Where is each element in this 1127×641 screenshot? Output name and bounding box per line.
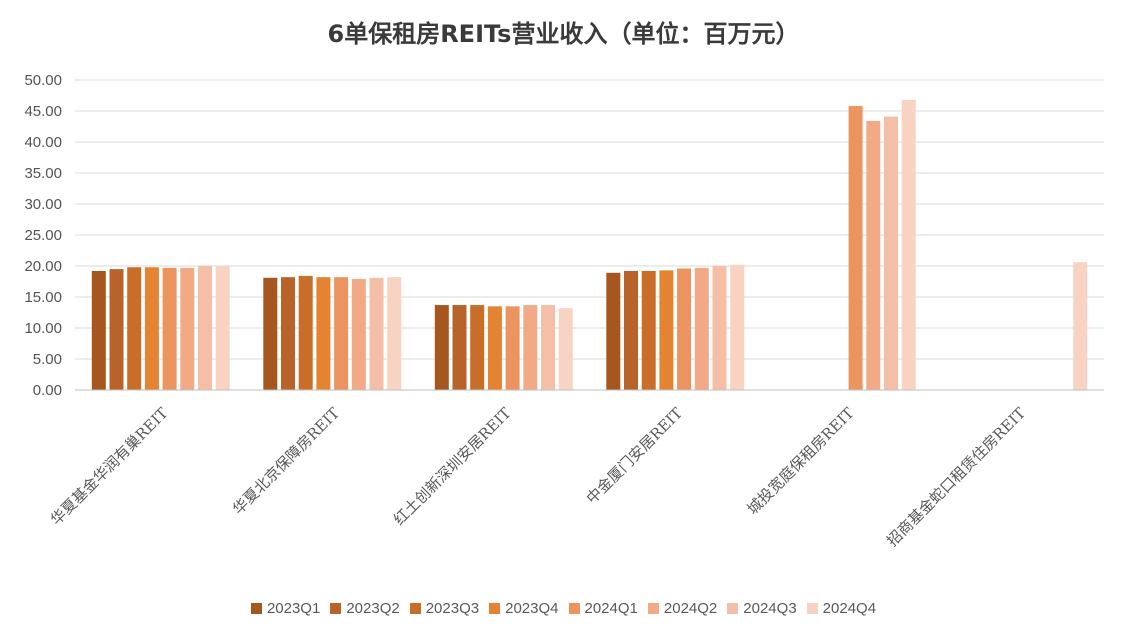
- y-tick-label: 5.00: [33, 351, 62, 368]
- bar-2024Q3-3: [712, 266, 727, 390]
- bar-2024Q3-4: [884, 116, 898, 390]
- legend-swatch: [489, 603, 501, 614]
- y-tick-label: 45.00: [24, 103, 62, 120]
- bar-2024Q1-2: [505, 306, 520, 390]
- bar-2023Q2-0: [109, 269, 124, 390]
- bar-2023Q4-0: [144, 267, 159, 390]
- legend-swatch: [568, 603, 580, 614]
- bar-2024Q4-3: [730, 264, 745, 390]
- legend-swatch: [250, 603, 262, 614]
- legend-label: 2023Q3: [425, 600, 480, 617]
- chart-title: 6单保租房REITs营业收入（单位：百万元）: [327, 20, 800, 48]
- legend-swatch: [727, 603, 739, 614]
- legend-label: 2024Q4: [822, 600, 877, 617]
- bar-2024Q1-4: [848, 106, 863, 390]
- bar-2024Q4-1: [387, 277, 402, 390]
- bar-2023Q2-2: [452, 305, 467, 390]
- bar-2023Q2-1: [281, 277, 295, 390]
- bar-2024Q2-4: [866, 120, 881, 391]
- bar-2024Q4-2: [558, 308, 573, 390]
- legend-swatch: [409, 603, 421, 614]
- y-axis-ticks: 0.00 5.00 10.00 15.00 20.00 25.00 30.00 35.00 40…: [24, 72, 62, 399]
- bar-2023Q3-1: [298, 275, 313, 390]
- legend-swatch: [806, 603, 818, 614]
- legend-item: 2024Q4: [806, 600, 877, 617]
- gridlines: [75, 79, 1104, 360]
- x-tick-label: 华夏北京保障房REIT: [229, 404, 343, 518]
- x-axis-ticks: 华夏基金华润有巢REIT 华夏北京保障房REIT 红土创新深圳安居REIT 中金厦门安…: [47, 404, 1029, 550]
- x-tick-label: 招商基金蛇口租赁住房REIT: [883, 404, 1029, 550]
- y-tick-label: 25.00: [24, 227, 62, 244]
- bar-2023Q1-2: [434, 305, 449, 390]
- legend-label: 2023Q2: [346, 600, 400, 617]
- y-tick-label: 20.00: [24, 258, 62, 275]
- bar-2023Q3-2: [470, 305, 485, 390]
- bar-2024Q2-3: [694, 267, 709, 390]
- bar-2024Q2-0: [180, 267, 195, 390]
- legend-label: 2023Q1: [266, 600, 321, 617]
- bar-2024Q3-2: [541, 305, 555, 390]
- legend-item: 2024Q3: [727, 600, 797, 617]
- y-tick-label: 35.00: [24, 165, 62, 182]
- legend: 2023Q1 2023Q2 2023Q3 2023Q4 2024Q1 2024Q2 2024…: [0, 600, 1127, 617]
- y-tick-label: 50.00: [24, 72, 62, 89]
- x-tick-label: 红土创新深圳安居REIT: [390, 404, 515, 529]
- x-tick-label: 城投宽庭保租房REIT: [744, 404, 858, 518]
- y-tick-label: 30.00: [24, 196, 62, 213]
- bar-2024Q3-1: [369, 277, 384, 390]
- x-tick-label: 华夏基金华润有巢REIT: [47, 404, 172, 529]
- legend-item: 2023Q4: [489, 600, 559, 617]
- legend-swatch: [647, 603, 659, 614]
- bar-2023Q1-3: [606, 272, 621, 390]
- legend-label: 2024Q3: [743, 600, 797, 617]
- bar-2023Q4-1: [316, 277, 331, 390]
- bar-2023Q2-3: [624, 270, 638, 390]
- bar-2024Q4-5: [1073, 262, 1088, 390]
- bar-2023Q4-2: [487, 306, 502, 390]
- legend-label: 2024Q2: [663, 600, 718, 617]
- legend-item: 2023Q3: [409, 600, 480, 617]
- bar-2024Q4-0: [215, 266, 230, 390]
- legend-label: 2024Q1: [584, 600, 638, 617]
- bar-2023Q3-0: [127, 267, 142, 390]
- legend-item: 2023Q2: [330, 600, 400, 617]
- bar-2024Q2-2: [523, 305, 538, 390]
- y-tick-label: 40.00: [24, 134, 62, 151]
- legend-label: 2023Q4: [505, 600, 559, 617]
- bar-2023Q1-1: [263, 277, 278, 390]
- x-tick-label: 中金厦门安居REIT: [583, 404, 686, 507]
- legend-swatch: [330, 603, 342, 614]
- y-tick-label: 10.00: [24, 320, 62, 337]
- bar-2023Q4-3: [659, 270, 674, 390]
- bar-2024Q3-0: [198, 266, 212, 390]
- bar-2024Q4-4: [901, 99, 916, 390]
- legend-item: 2024Q1: [568, 600, 638, 617]
- bar-2024Q1-1: [334, 277, 349, 390]
- bar-2023Q1-0: [91, 270, 106, 390]
- bar-2024Q1-0: [162, 267, 177, 390]
- bars: [91, 99, 1088, 391]
- legend-item: 2023Q1: [250, 600, 321, 617]
- y-tick-label: 0.00: [33, 382, 62, 399]
- bar-2024Q1-3: [677, 268, 692, 390]
- bar-2023Q3-3: [641, 270, 656, 390]
- bar-2024Q2-1: [351, 279, 366, 390]
- y-tick-label: 15.00: [24, 289, 62, 306]
- legend-item: 2024Q2: [647, 600, 718, 617]
